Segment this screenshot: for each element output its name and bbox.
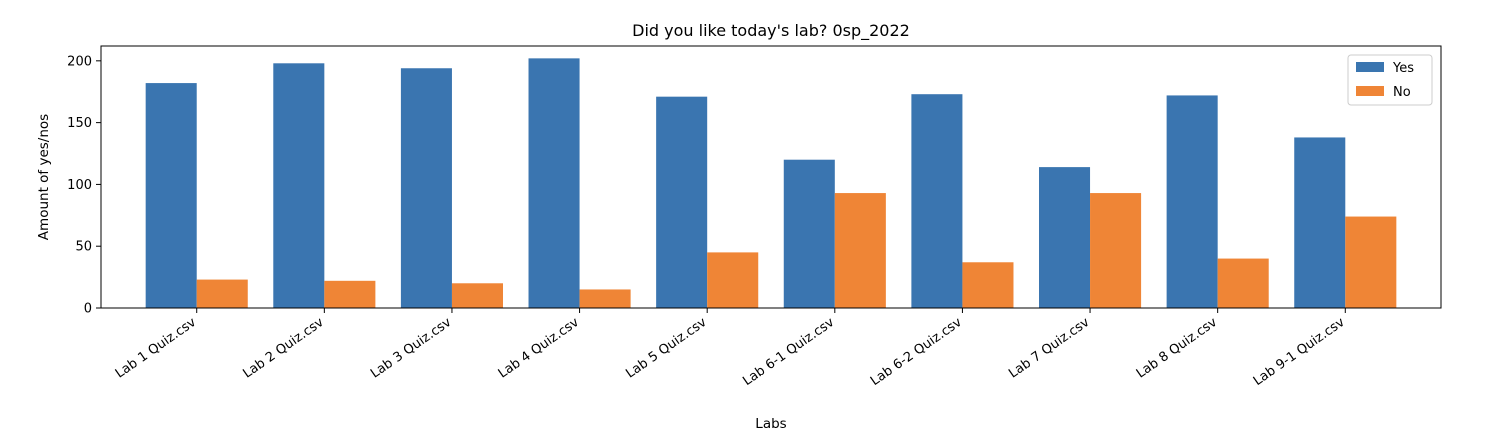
x-tick-label: Lab 8 Quiz.csv <box>1134 315 1220 382</box>
legend-label-no: No <box>1393 85 1411 100</box>
bar-no-lab-6-1-quiz-csv <box>834 193 886 308</box>
y-tick-label: 100 <box>67 178 92 193</box>
x-tick-label: Lab 5 Quiz.csv <box>623 315 709 382</box>
bar-no-lab-1-quiz-csv <box>196 279 248 308</box>
x-tick-label: Lab 6-1 Quiz.csv <box>740 315 837 389</box>
y-tick-label: 150 <box>67 116 92 131</box>
legend-swatch-no <box>1356 86 1384 96</box>
legend-label-yes: Yes <box>1392 61 1414 76</box>
bar-yes-lab-6-1-quiz-csv <box>783 159 835 308</box>
bar-yes-lab-6-2-quiz-csv <box>911 94 963 308</box>
bar-yes-lab-7-quiz-csv <box>1039 167 1091 308</box>
bar-no-lab-3-quiz-csv <box>451 283 503 308</box>
y-tick-label: 200 <box>67 54 92 69</box>
bar-yes-lab-2-quiz-csv <box>273 63 325 308</box>
x-tick-label: Lab 4 Quiz.csv <box>496 315 582 382</box>
bar-yes-lab-1-quiz-csv <box>145 83 197 308</box>
bar-yes-lab-3-quiz-csv <box>400 68 452 308</box>
chart-title: Did you like today's lab? 0sp_2022 <box>632 21 910 41</box>
bar-no-lab-8-quiz-csv <box>1217 258 1269 308</box>
x-tick-label: Lab 6-2 Quiz.csv <box>868 315 965 389</box>
bars-layer <box>145 58 1397 309</box>
bar-no-lab-7-quiz-csv <box>1090 193 1142 308</box>
bar-no-lab-9-1-quiz-csv <box>1345 216 1397 308</box>
y-tick-label: 50 <box>75 240 92 255</box>
y-axis-label: Amount of yes/nos <box>36 114 52 240</box>
bar-no-lab-2-quiz-csv <box>324 280 376 308</box>
legend-swatch-yes <box>1356 62 1384 72</box>
legend: Yes No <box>1347 54 1433 106</box>
y-axis: 0 50 100 150 200 <box>67 54 101 317</box>
x-axis-label: Labs <box>755 416 786 432</box>
x-tick-label: Lab 3 Quiz.csv <box>368 315 454 382</box>
bar-yes-lab-9-1-quiz-csv <box>1294 137 1346 308</box>
bar-yes-lab-8-quiz-csv <box>1166 95 1218 309</box>
bar-no-lab-5-quiz-csv <box>707 252 759 308</box>
x-tick-label: Lab 1 Quiz.csv <box>113 315 199 382</box>
bar-yes-lab-5-quiz-csv <box>656 96 708 308</box>
x-tick-label: Lab 7 Quiz.csv <box>1006 315 1092 382</box>
y-tick-label: 0 <box>84 302 92 317</box>
bar-no-lab-6-2-quiz-csv <box>962 262 1014 308</box>
plot-frame <box>100 45 1442 309</box>
bar-no-lab-4-quiz-csv <box>579 289 631 308</box>
x-tick-label: Lab 2 Quiz.csv <box>240 315 326 382</box>
x-tick-label: Lab 9-1 Quiz.csv <box>1251 315 1348 389</box>
bar-yes-lab-4-quiz-csv <box>528 58 580 308</box>
x-axis: Lab 1 Quiz.csv Lab 2 Quiz.csv Lab 3 Quiz.c… <box>113 308 1348 389</box>
